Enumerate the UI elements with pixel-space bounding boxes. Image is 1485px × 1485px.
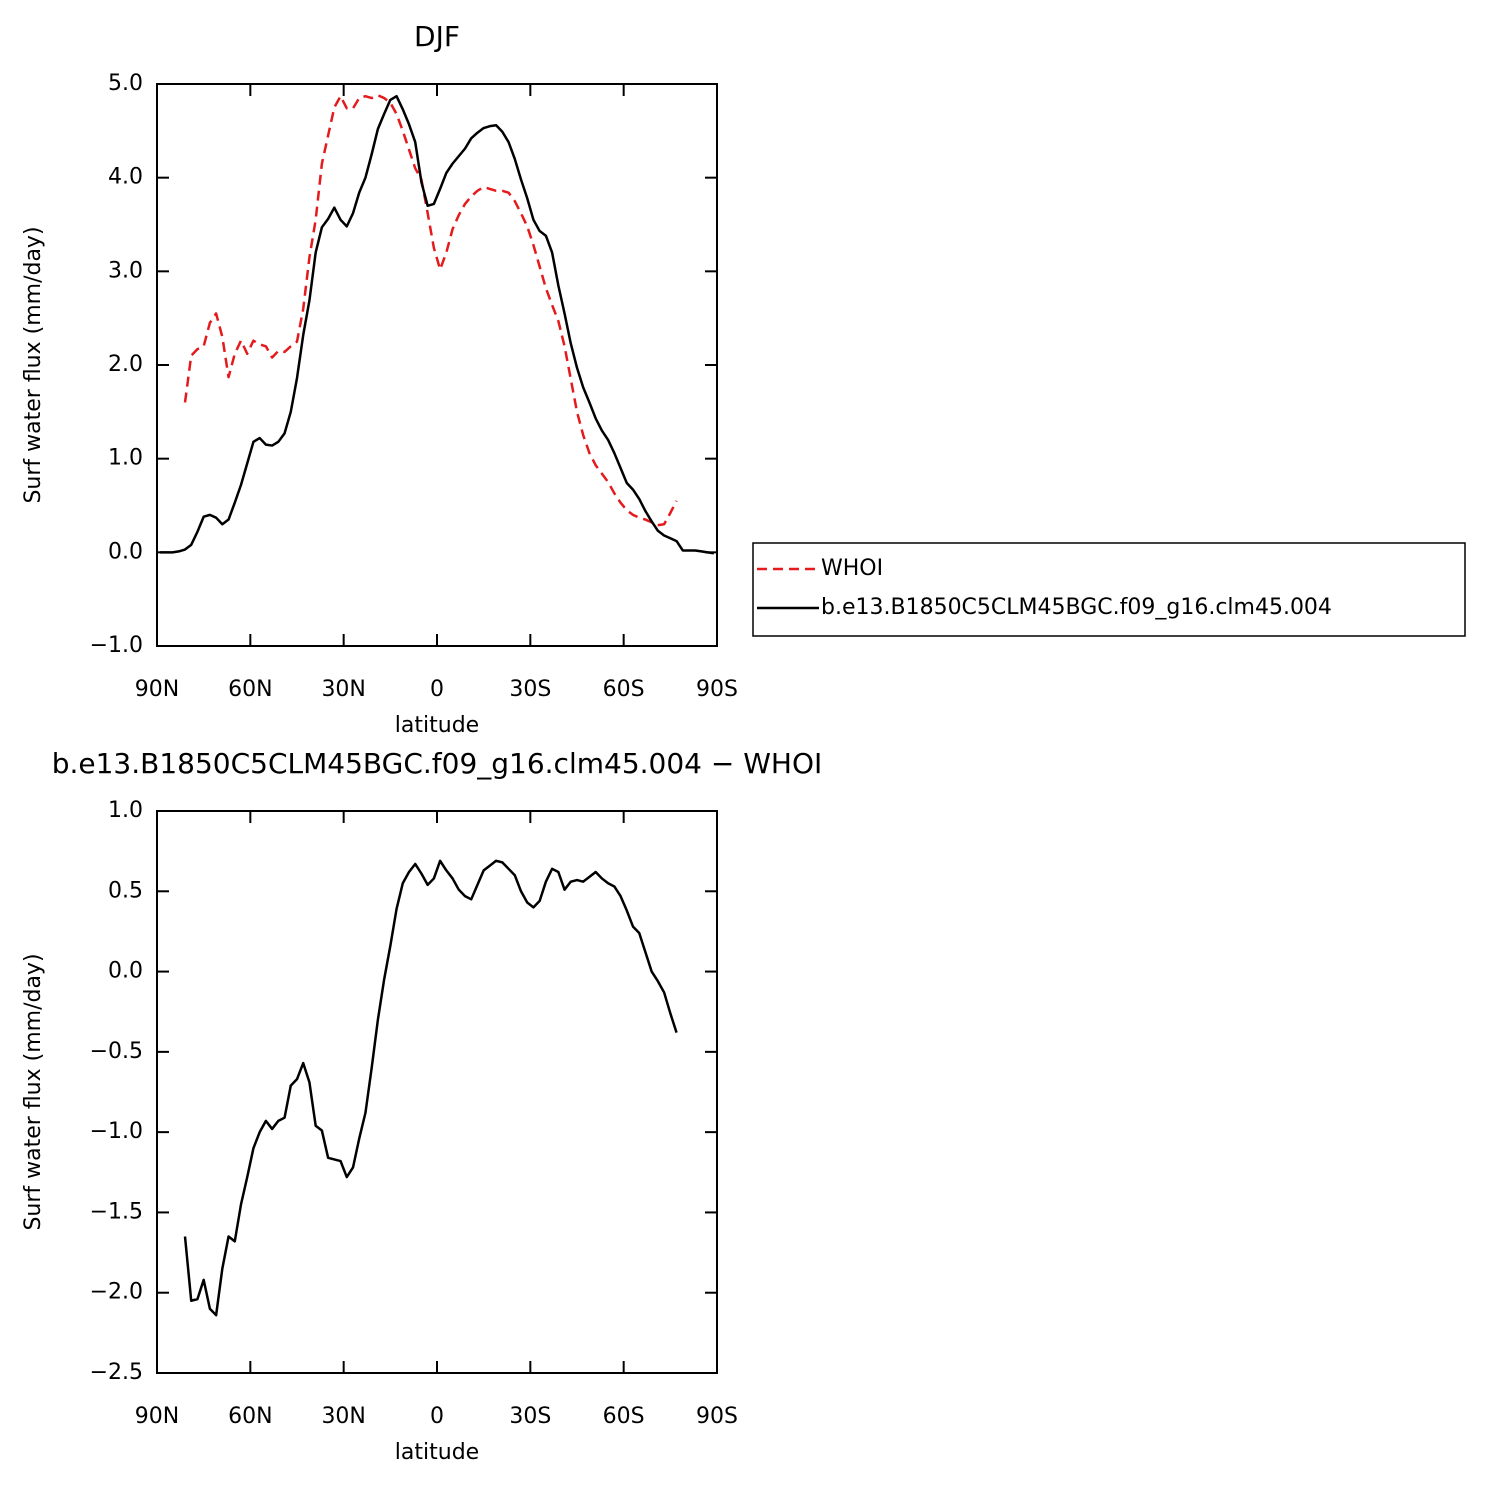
x-tick-label: 60N [228, 677, 272, 702]
chart-title: DJF [414, 20, 460, 53]
x-tick-label: 0 [430, 1404, 444, 1429]
legend-label: WHOI [821, 556, 883, 581]
y-tick-label: 3.0 [108, 258, 143, 283]
y-tick-label: −0.5 [90, 1039, 143, 1064]
x-tick-label: 30S [509, 1404, 551, 1429]
y-tick-label: −1.5 [90, 1199, 143, 1224]
x-tick-label: 60S [603, 1404, 645, 1429]
x-tick-label: 30N [321, 677, 365, 702]
y-tick-label: 1.0 [108, 798, 143, 823]
data-line [183, 93, 678, 527]
x-tick-label: 90N [135, 677, 179, 702]
y-tick-label: −2.0 [90, 1280, 143, 1305]
y-tick-label: 0.0 [108, 539, 143, 564]
x-tick-label: 90N [135, 1404, 179, 1429]
x-axis-label: latitude [395, 1440, 479, 1465]
y-tick-label: −2.5 [90, 1360, 143, 1385]
x-tick-label: 60S [603, 677, 645, 702]
y-tick-label: 5.0 [108, 71, 143, 96]
x-tick-label: 30N [321, 1404, 365, 1429]
x-axis-label: latitude [395, 713, 479, 738]
data-line [183, 859, 678, 1317]
y-tick-label: 4.0 [108, 165, 143, 190]
y-tick-label: 0.0 [108, 959, 143, 984]
x-tick-label: 0 [430, 677, 444, 702]
x-tick-label: 30S [509, 677, 551, 702]
y-tick-label: −1.0 [90, 1119, 143, 1144]
chart-title: b.e13.B1850C5CLM45BGC.f09_g16.clm45.004 … [52, 747, 823, 780]
legend-box [752, 542, 1466, 637]
y-tick-label: 0.5 [108, 878, 143, 903]
y-tick-label: 1.0 [108, 446, 143, 471]
legend-label: b.e13.B1850C5CLM45BGC.f09_g16.clm45.004 [821, 595, 1332, 620]
x-tick-label: 60N [228, 1404, 272, 1429]
y-axis-label: Surf water flux (mm/day) [21, 226, 46, 503]
x-tick-label: 90S [696, 1404, 738, 1429]
y-axis-label: Surf water flux (mm/day) [21, 953, 46, 1230]
y-tick-label: 2.0 [108, 352, 143, 377]
y-tick-label: −1.0 [90, 633, 143, 658]
data-line [160, 94, 715, 555]
x-tick-label: 90S [696, 677, 738, 702]
